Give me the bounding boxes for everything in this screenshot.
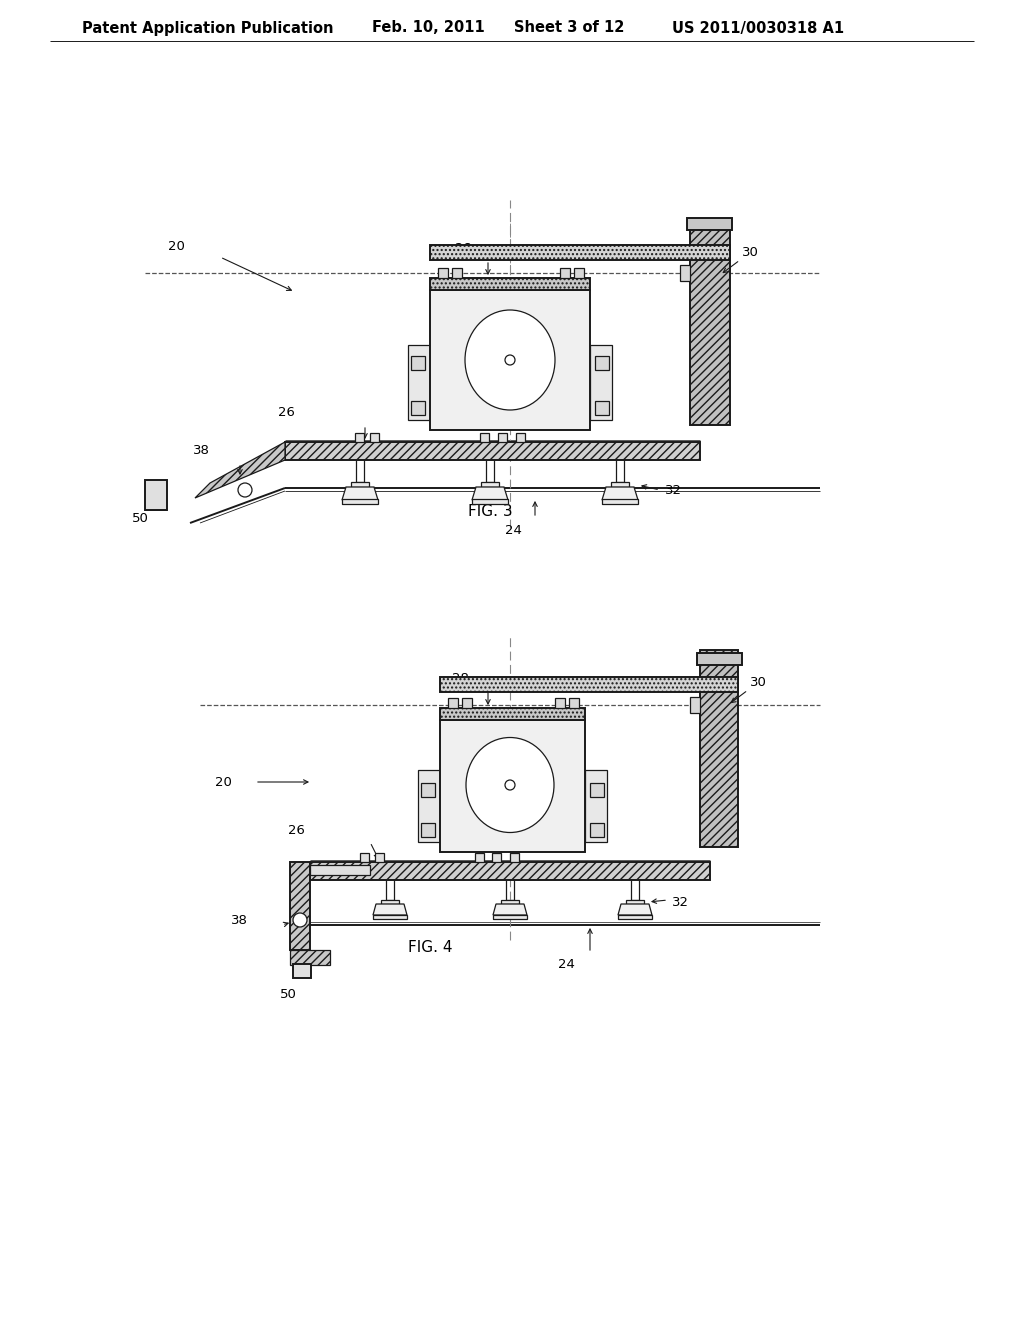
Bar [430,246,730,260]
Text: 32: 32 [672,895,689,908]
Bar [440,677,738,692]
Bar [569,698,579,708]
Text: 20: 20 [215,776,231,788]
Bar [690,697,700,713]
Bar [618,915,652,919]
Bar [370,433,379,442]
Bar [680,265,690,281]
Bar [440,719,585,851]
Bar [472,499,508,504]
Bar [418,770,440,842]
Bar [555,698,565,708]
Polygon shape [195,442,285,498]
Circle shape [505,780,515,789]
Bar [481,482,499,487]
Bar [310,862,710,880]
Text: Patent Application Publication: Patent Application Publication [82,21,334,36]
Text: 32: 32 [665,483,682,496]
Bar [408,345,430,420]
Bar [516,433,525,442]
Bar [440,708,585,719]
Text: 20: 20 [168,240,185,253]
Bar [498,433,507,442]
Bar [595,401,609,414]
Bar [293,964,311,978]
Text: 30: 30 [742,246,759,259]
Polygon shape [290,950,330,965]
Bar [438,268,449,279]
Text: 28: 28 [452,672,469,685]
Bar [421,822,435,837]
Text: 50: 50 [280,989,297,1002]
Bar [585,770,607,842]
Circle shape [238,483,252,498]
Bar [492,853,501,862]
Bar [430,279,590,290]
Bar [687,218,732,230]
Text: US 2011/0030318 A1: US 2011/0030318 A1 [672,21,844,36]
Circle shape [505,355,515,366]
Bar [411,401,425,414]
Bar [310,865,370,875]
Text: 26: 26 [279,405,295,418]
Bar [590,783,604,797]
Bar [375,853,384,862]
Bar [373,915,407,919]
Bar [145,480,167,510]
Text: 50: 50 [132,511,148,524]
Bar [342,499,378,504]
Polygon shape [373,904,407,915]
Bar [421,783,435,797]
Text: FIG. 3: FIG. 3 [468,504,512,520]
Polygon shape [602,487,638,500]
Bar [626,900,644,904]
Ellipse shape [465,310,555,411]
Bar [493,915,527,919]
Text: 30: 30 [750,676,767,689]
Text: FIG. 4: FIG. 4 [408,940,453,956]
Bar [351,482,369,487]
Bar [560,268,570,279]
Text: 28: 28 [455,242,472,255]
Bar [611,482,629,487]
Bar [480,433,489,442]
Polygon shape [290,862,310,950]
Bar [430,290,590,430]
Bar [602,499,638,504]
Polygon shape [342,487,378,500]
Bar [285,442,700,459]
Bar [590,345,612,420]
Text: 24: 24 [558,958,574,972]
Text: 24: 24 [505,524,522,536]
Bar [690,220,730,425]
Polygon shape [472,487,508,500]
Bar [411,356,425,370]
Bar [590,822,604,837]
Bar [355,433,364,442]
Text: Feb. 10, 2011: Feb. 10, 2011 [372,21,484,36]
Text: 26: 26 [288,824,305,837]
Ellipse shape [466,738,554,833]
Bar [381,900,399,904]
Bar [449,698,458,708]
Text: 38: 38 [194,444,210,457]
Polygon shape [618,904,652,915]
Bar [510,853,519,862]
Bar [595,356,609,370]
Text: 38: 38 [231,913,248,927]
Bar [360,853,369,862]
Bar [475,853,484,862]
Text: Sheet 3 of 12: Sheet 3 of 12 [514,21,625,36]
Bar [501,900,519,904]
Bar [700,649,738,847]
Circle shape [293,913,307,927]
Bar [452,268,462,279]
Bar [462,698,472,708]
Bar [697,653,742,665]
Bar [574,268,584,279]
Polygon shape [493,904,527,915]
